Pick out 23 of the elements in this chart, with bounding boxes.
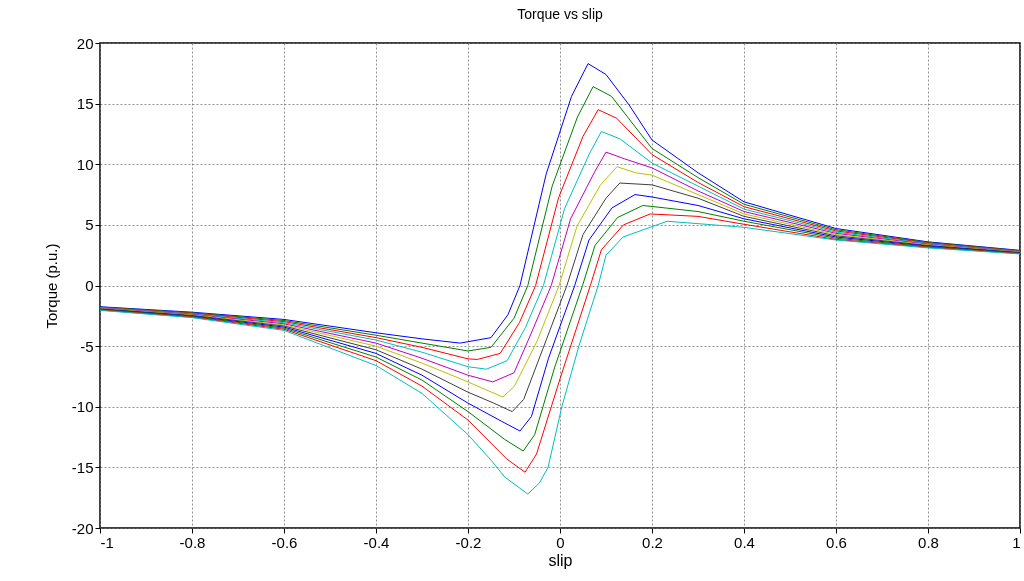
x-tick-label: 0.6 [826,533,847,551]
y-axis-title: Torque (p.u.) [42,243,60,329]
x-tick-label: 0 [556,533,565,551]
y-tick-label: -10 [71,398,94,416]
x-tick-label: -0.6 [271,533,298,551]
y-tick-label: 0 [85,277,94,294]
chart-title: Torque vs slip [517,6,604,22]
x-axis-title: slip [548,551,573,569]
y-tick-label: 15 [76,95,94,113]
x-tick-label: -0.4 [363,533,390,551]
y-tick-label: 5 [85,216,94,234]
x-tick-label: -0.8 [179,533,206,551]
x-tick-label: 1 [1012,533,1021,551]
x-tick-label: 0.4 [734,533,755,551]
y-tick-label: 20 [76,34,94,52]
y-tick-label: -20 [71,519,94,537]
x-tick-label: 0.2 [642,533,663,551]
y-tick-label: 10 [76,155,94,173]
x-tick-label: 0.8 [918,533,939,551]
y-tick-label: -5 [80,337,94,355]
x-tick-label: -0.2 [455,533,482,551]
y-tick-label: -15 [71,458,94,476]
x-tick-label: -1 [100,533,114,551]
